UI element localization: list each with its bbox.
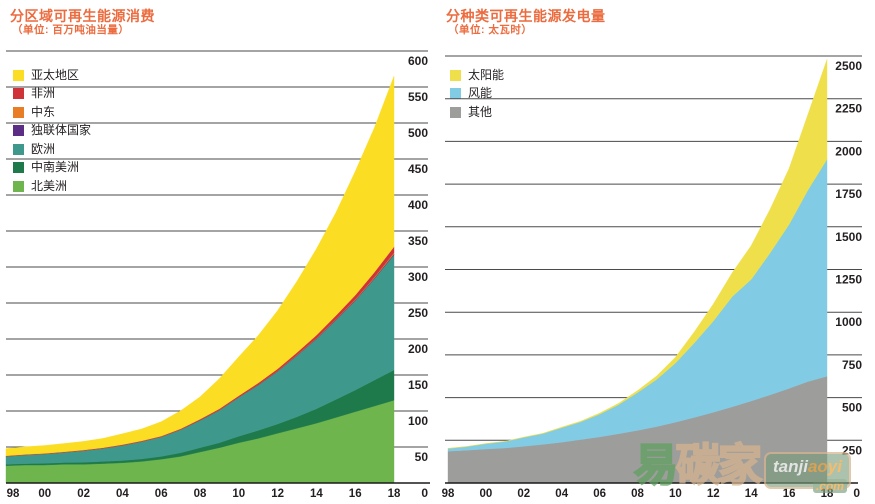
- x-tick-label-10: 10: [232, 488, 245, 500]
- right-chart-title: 分种类可再生能源发电量: [446, 8, 606, 24]
- y-tick-label-600: 600: [408, 54, 428, 68]
- legend-item-europe: 欧洲: [13, 140, 91, 159]
- watermark-brand-latin: tanjiaoyi: [773, 456, 842, 476]
- y-tick-label-2500: 2500: [835, 59, 862, 73]
- x-tick-label-04: 04: [555, 488, 568, 500]
- x-tick-label-16: 16: [349, 488, 362, 500]
- y-tick-label-1250: 1250: [835, 273, 862, 287]
- watermark-domain-suffix: .com: [812, 478, 847, 493]
- y-tick-label-750: 750: [842, 358, 862, 372]
- legend-label-asia-pacific: 亚太地区: [31, 67, 80, 82]
- legend-label-south-central-america: 中南美洲: [31, 160, 80, 175]
- x-tick-label-12: 12: [707, 488, 720, 500]
- y-tick-label-zero: 0: [421, 486, 428, 500]
- x-tick-label-02: 02: [517, 488, 530, 500]
- cis-swatch: [13, 125, 24, 137]
- legend-label-africa: 非洲: [31, 86, 56, 101]
- x-tick-label-02: 02: [77, 488, 90, 500]
- right-chart-legend: 太阳能 风能 其他: [450, 66, 504, 122]
- x-tick-label-18: 18: [388, 488, 401, 500]
- y-tick-label-150: 150: [408, 378, 428, 392]
- legend-label-north-america: 北美洲: [31, 178, 68, 193]
- other-swatch: [450, 106, 461, 118]
- middle-east-swatch: [13, 106, 24, 118]
- legend-label-europe: 欧洲: [31, 141, 56, 156]
- legend-label-middle-east: 中东: [31, 104, 56, 119]
- area-europe: [5, 254, 395, 465]
- y-tick-label-450: 450: [408, 162, 428, 176]
- area-africa: [5, 246, 395, 457]
- legend-item-wind: 风能: [450, 85, 504, 104]
- area-middle-east: [5, 252, 395, 457]
- watermark-badge: tanjiaoyi .com: [764, 451, 851, 493]
- y-tick-label-550: 550: [408, 90, 428, 104]
- x-tick-label-14: 14: [310, 488, 323, 500]
- legend-item-cis: 独联体国家: [13, 122, 91, 141]
- legend-item-other: 其他: [450, 103, 504, 122]
- y-tick-label-350: 350: [408, 234, 428, 248]
- area-cis: [5, 253, 395, 457]
- legend-item-south-central-america: 中南美洲: [13, 159, 91, 178]
- solar-swatch: [450, 69, 461, 81]
- y-tick-label-1750: 1750: [835, 187, 862, 201]
- legend-label-wind: 风能: [468, 86, 493, 101]
- area-other: [447, 376, 828, 484]
- y-tick-label-zero: 0: [853, 486, 860, 500]
- watermark-brand-cjk: 易碳家: [633, 440, 763, 491]
- y-tick-label-100: 100: [408, 414, 428, 428]
- x-tick-label-08: 08: [631, 488, 644, 500]
- left-chart-subtitle: （单位: 百万吨油当量）: [12, 24, 130, 36]
- legend-item-north-america: 北美洲: [13, 177, 91, 196]
- legend-item-middle-east: 中东: [13, 103, 91, 122]
- y-tick-label-2250: 2250: [835, 102, 862, 116]
- y-tick-label-50: 50: [415, 450, 429, 464]
- x-tick-label-16: 16: [783, 488, 796, 500]
- right-chart-subtitle: （单位: 太瓦时）: [448, 24, 533, 36]
- x-tick-label-06: 06: [593, 488, 606, 500]
- watermark: 易碳家 tanjiaoyi .com: [633, 430, 875, 502]
- y-tick-label-500: 500: [842, 401, 862, 415]
- y-tick-label-500: 500: [408, 126, 428, 140]
- y-tick-label-1000: 1000: [835, 315, 862, 329]
- legend-item-solar: 太阳能: [450, 66, 504, 85]
- x-tick-label-00: 00: [480, 488, 493, 500]
- north-america-swatch: [13, 180, 24, 192]
- legend-label-cis: 独联体国家: [31, 123, 92, 138]
- x-tick-label-04: 04: [116, 488, 129, 500]
- x-tick-label-98: 98: [442, 488, 455, 500]
- left-chart-legend: 亚太地区非洲中东独联体国家欧洲中南美洲北美洲: [13, 66, 91, 196]
- x-tick-label-14: 14: [745, 488, 758, 500]
- y-tick-label-250: 250: [408, 306, 428, 320]
- y-tick-label-400: 400: [408, 198, 428, 212]
- wind-swatch: [450, 88, 461, 100]
- y-tick-label-250: 250: [842, 443, 862, 457]
- x-tick-label-18: 18: [821, 488, 834, 500]
- area-solar: [447, 59, 828, 449]
- area-wind: [447, 158, 828, 452]
- africa-swatch: [13, 88, 24, 100]
- europe-swatch: [13, 143, 24, 155]
- x-tick-label-06: 06: [155, 488, 168, 500]
- legend-label-solar: 太阳能: [468, 67, 505, 82]
- asia-pacific-swatch: [13, 69, 24, 81]
- y-tick-label-2000: 2000: [835, 144, 862, 158]
- legend-item-africa: 非洲: [13, 85, 91, 104]
- y-tick-label-200: 200: [408, 342, 428, 356]
- area-south-central-america: [5, 369, 395, 466]
- y-tick-label-300: 300: [408, 270, 428, 284]
- x-tick-label-00: 00: [38, 488, 51, 500]
- legend-label-other: 其他: [468, 104, 493, 119]
- x-tick-label-12: 12: [271, 488, 284, 500]
- south-central-america-swatch: [13, 162, 24, 174]
- y-tick-label-1500: 1500: [835, 230, 862, 244]
- x-tick-label-98: 98: [7, 488, 20, 500]
- legend-item-asia-pacific: 亚太地区: [13, 66, 91, 85]
- x-tick-label-10: 10: [669, 488, 682, 500]
- left-chart-title: 分区域可再生能源消费: [10, 8, 155, 24]
- area-north-america: [5, 399, 395, 484]
- x-tick-label-08: 08: [194, 488, 207, 500]
